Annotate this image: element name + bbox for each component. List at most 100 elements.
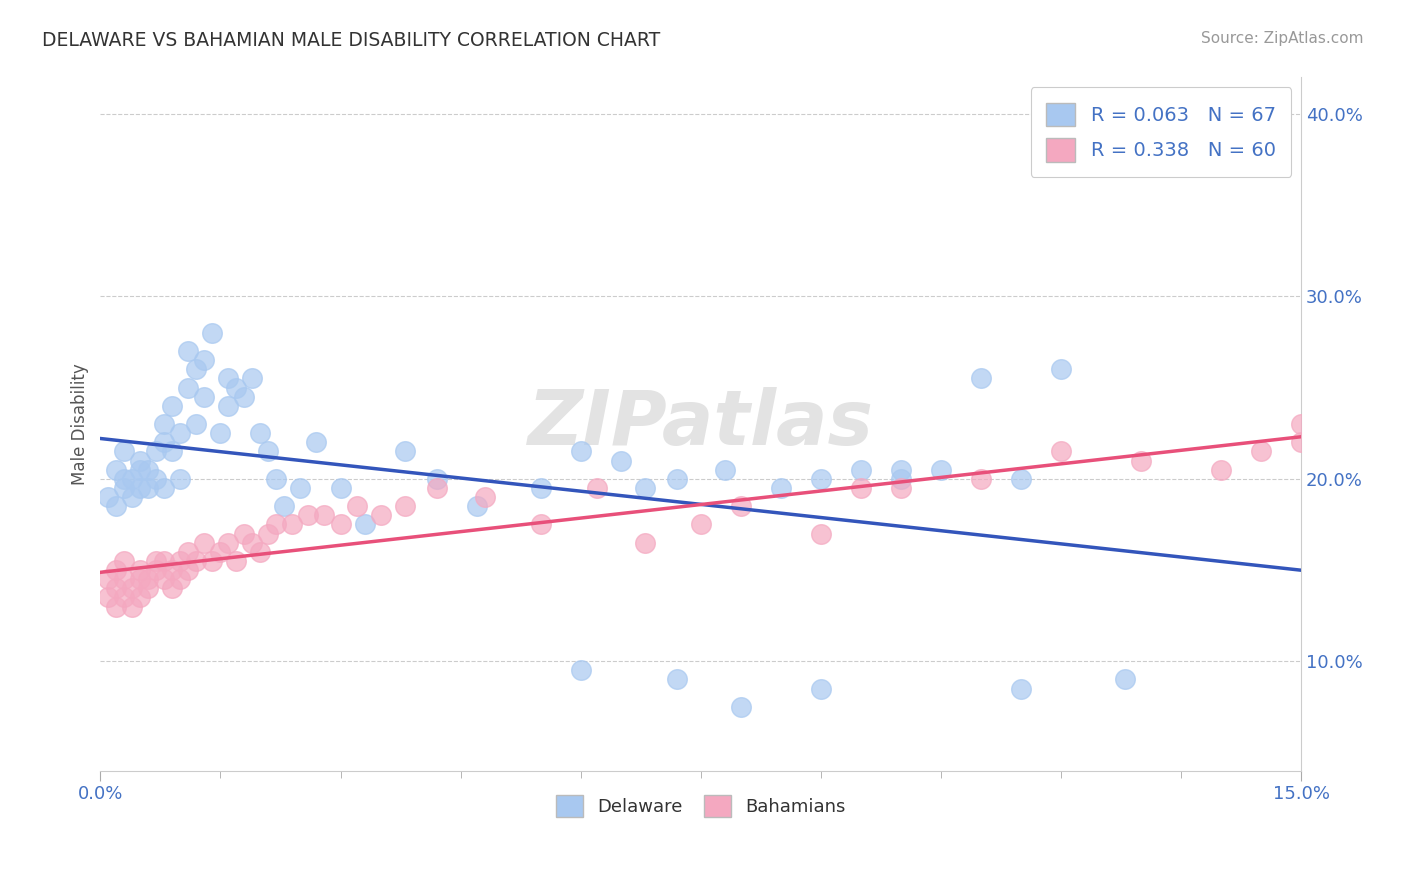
Point: [153, 554, 176, 568]
Point: [217, 535, 239, 549]
Point: [1289, 417, 1312, 431]
Point: [314, 508, 336, 523]
Point: [105, 581, 128, 595]
Point: [1130, 453, 1153, 467]
Point: [890, 463, 912, 477]
Point: [929, 463, 952, 477]
Point: [665, 673, 688, 687]
Point: [225, 554, 247, 568]
Point: [121, 472, 143, 486]
Point: [121, 490, 143, 504]
Point: [201, 326, 224, 340]
Point: [105, 463, 128, 477]
Point: [138, 463, 160, 477]
Point: [105, 563, 128, 577]
Point: [97, 591, 120, 605]
Y-axis label: Male Disability: Male Disability: [72, 363, 89, 485]
Point: [138, 572, 160, 586]
Point: [426, 472, 449, 486]
Point: [1050, 444, 1073, 458]
Point: [266, 472, 288, 486]
Point: [665, 472, 688, 486]
Point: [689, 517, 711, 532]
Point: [273, 499, 295, 513]
Point: [233, 390, 256, 404]
Point: [129, 481, 152, 495]
Point: [177, 381, 200, 395]
Point: [145, 554, 167, 568]
Point: [370, 508, 392, 523]
Point: [209, 426, 232, 441]
Point: [217, 371, 239, 385]
Point: [145, 472, 167, 486]
Point: [169, 472, 191, 486]
Point: [730, 499, 752, 513]
Point: [1010, 472, 1032, 486]
Point: [634, 481, 657, 495]
Point: [186, 554, 208, 568]
Point: [353, 517, 375, 532]
Point: [112, 591, 135, 605]
Point: [193, 353, 215, 368]
Point: [138, 581, 160, 595]
Point: [394, 444, 416, 458]
Point: [890, 472, 912, 486]
Point: [112, 444, 135, 458]
Point: [257, 444, 280, 458]
Point: [129, 453, 152, 467]
Point: [112, 472, 135, 486]
Point: [281, 517, 304, 532]
Point: [394, 499, 416, 513]
Point: [105, 499, 128, 513]
Point: [266, 517, 288, 532]
Text: ZIPatlas: ZIPatlas: [527, 387, 873, 461]
Point: [249, 426, 271, 441]
Point: [153, 417, 176, 431]
Point: [129, 591, 152, 605]
Point: [1209, 463, 1232, 477]
Point: [121, 581, 143, 595]
Point: [193, 535, 215, 549]
Point: [890, 481, 912, 495]
Point: [849, 481, 872, 495]
Point: [585, 481, 607, 495]
Point: [177, 545, 200, 559]
Point: [162, 563, 184, 577]
Point: [97, 490, 120, 504]
Point: [305, 435, 328, 450]
Point: [162, 399, 184, 413]
Point: [209, 545, 232, 559]
Point: [810, 526, 832, 541]
Text: Source: ZipAtlas.com: Source: ZipAtlas.com: [1201, 31, 1364, 46]
Point: [105, 599, 128, 614]
Point: [970, 472, 993, 486]
Point: [257, 526, 280, 541]
Point: [242, 535, 264, 549]
Point: [242, 371, 264, 385]
Point: [186, 417, 208, 431]
Point: [426, 481, 449, 495]
Point: [346, 499, 368, 513]
Point: [169, 572, 191, 586]
Point: [1289, 435, 1312, 450]
Point: [129, 463, 152, 477]
Point: [186, 362, 208, 376]
Point: [129, 563, 152, 577]
Point: [233, 526, 256, 541]
Point: [169, 554, 191, 568]
Point: [112, 481, 135, 495]
Point: [849, 463, 872, 477]
Point: [634, 535, 657, 549]
Point: [569, 664, 592, 678]
Point: [713, 463, 735, 477]
Point: [112, 554, 135, 568]
Point: [569, 444, 592, 458]
Point: [112, 572, 135, 586]
Point: [297, 508, 319, 523]
Point: [153, 435, 176, 450]
Point: [530, 517, 553, 532]
Point: [138, 481, 160, 495]
Point: [1050, 362, 1073, 376]
Point: [177, 563, 200, 577]
Point: [730, 699, 752, 714]
